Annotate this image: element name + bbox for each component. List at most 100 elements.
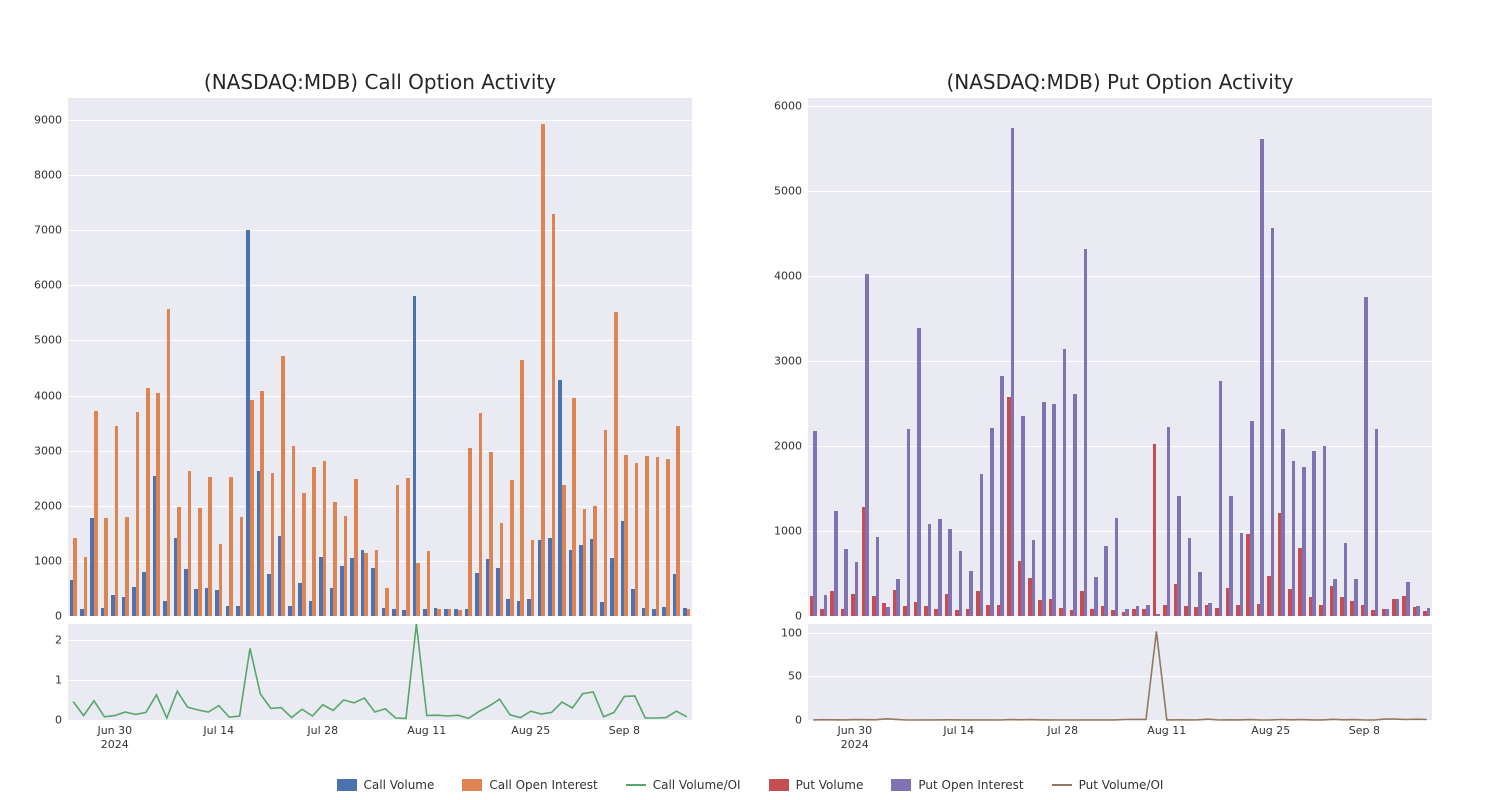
legend-swatch-rect [462,779,482,791]
bar [177,507,181,616]
bar [917,328,921,616]
bar [1000,376,1004,616]
bar [364,553,368,616]
bar [1208,603,1212,616]
bar [1084,249,1088,616]
bar [604,430,608,616]
y-tick-label: 9000 [34,114,68,127]
y-tick-label: 0 [55,714,68,727]
legend-item: Put Volume/OI [1052,778,1164,792]
x-tick-label: Aug 11 [1147,720,1186,738]
bar [1177,496,1181,616]
bar [1042,402,1046,616]
bar [1281,429,1285,616]
y-tick-label: 3000 [34,444,68,457]
bar [824,595,828,616]
legend-swatch-rect [891,779,911,791]
y-tick-label: 5000 [34,334,68,347]
bar [928,524,932,616]
y-tick-label: 8000 [34,169,68,182]
x-tick-label: Aug 25 [1251,720,1290,738]
bar [624,455,628,616]
bar [1416,606,1420,616]
bar [104,518,108,616]
bar [448,609,452,616]
bar [1240,533,1244,616]
bar [541,124,545,616]
bar [980,474,984,616]
y-tick-label: 1000 [774,525,808,538]
bar [479,413,483,616]
bar [1032,540,1036,616]
bar [1011,128,1015,616]
x-tick-label: Jul 14 [943,720,974,738]
y-tick-label: 5000 [774,185,808,198]
bar [969,571,973,616]
bar [1198,572,1202,616]
bar [1427,608,1431,616]
bar [687,609,691,616]
bar [312,467,316,616]
bar [656,457,660,616]
bar [84,557,88,616]
legend-item: Put Open Interest [891,778,1023,792]
left-panel-title: (NASDAQ:MDB) Call Option Activity [68,70,692,94]
bar [676,426,680,616]
bar [855,562,859,616]
y-tick-label: 4000 [34,389,68,402]
bar [1260,139,1264,616]
legend-label: Call Volume [364,778,435,792]
bar [1052,404,1056,616]
y-tick-label: 2000 [34,499,68,512]
bar [292,446,296,616]
legend-swatch-line [626,784,646,786]
bar [1153,444,1157,616]
legend-swatch-line [1052,784,1072,786]
bar [416,563,420,616]
bar [907,429,911,616]
bar [219,544,223,616]
legend-label: Put Volume/OI [1079,778,1164,792]
bar [281,356,285,616]
y-tick-label: 6000 [774,100,808,113]
bar [229,477,233,616]
bar [531,540,535,616]
bar [1323,446,1327,616]
bar [572,398,576,616]
bar [125,517,129,616]
bar [1302,467,1306,616]
legend-label: Put Volume [796,778,864,792]
bar [94,411,98,616]
bar [645,456,649,616]
legend: Call Volume Call Open Interest Call Volume… [0,778,1500,792]
x-tick-label: Aug 25 [511,720,550,738]
bar [396,485,400,616]
y-tick-label: 7000 [34,224,68,237]
bar [208,477,212,616]
y-tick-label: 0 [795,610,808,623]
bar [1219,381,1223,616]
bar [1333,579,1337,616]
bar [333,502,337,616]
bar [1167,427,1171,616]
bar [115,426,119,616]
x-tick-label: Sep 8 [1349,720,1380,738]
x-tick-label: Jul 28 [307,720,338,738]
y-tick-label: 1000 [34,554,68,567]
legend-item: Call Open Interest [462,778,597,792]
ratio-line [68,624,692,720]
y-tick-label: 100 [781,626,808,639]
bar [896,579,900,616]
bar [593,506,597,616]
bar [844,549,848,616]
legend-swatch-rect [337,779,357,791]
y-tick-label: 0 [55,610,68,623]
bar [156,393,160,616]
bar [990,428,994,616]
bar [344,516,348,616]
bar [437,609,441,616]
bar [1354,579,1358,616]
right-panel-title: (NASDAQ:MDB) Put Option Activity [808,70,1432,94]
put-ratio-axes: 050100Jun 302024Jul 14Jul 28Aug 11Aug 25… [808,624,1432,720]
legend-item: Call Volume/OI [626,778,741,792]
